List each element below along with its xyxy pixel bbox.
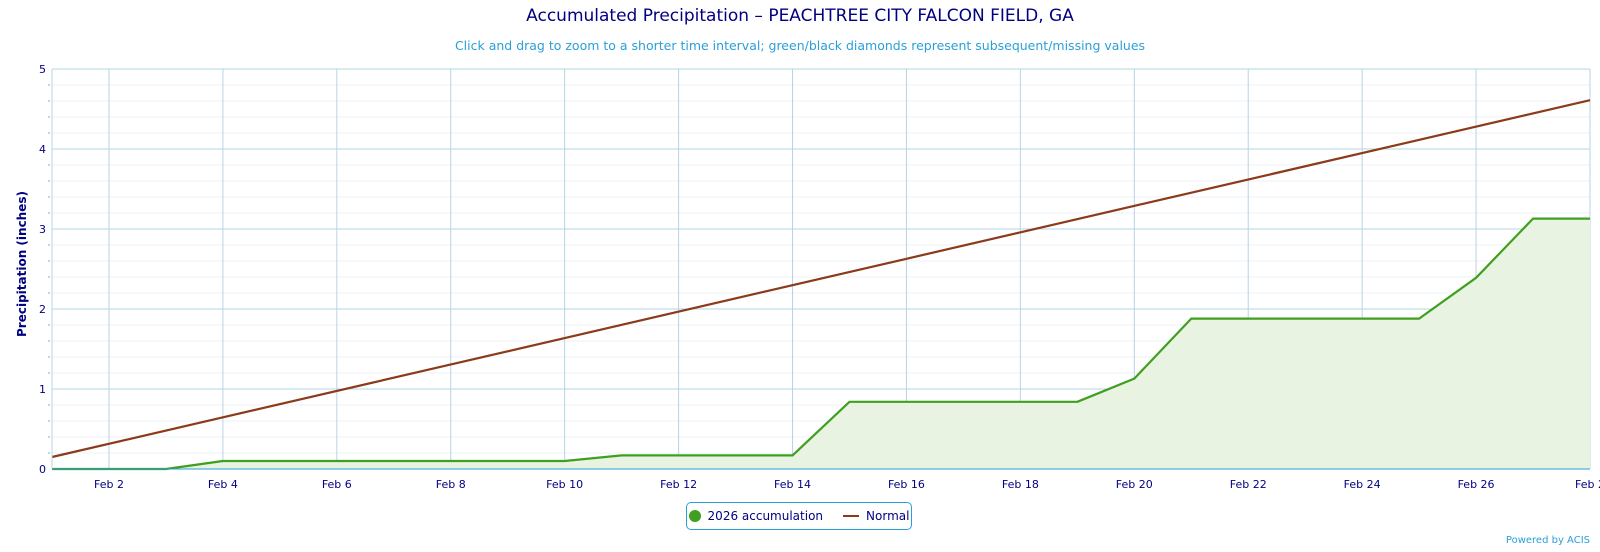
legend-marker-normal xyxy=(843,515,860,517)
legend-item-normal[interactable]: Normal xyxy=(843,509,909,523)
y-tick-label: 5 xyxy=(39,63,46,76)
x-tick-label: Feb 24 xyxy=(1344,478,1381,491)
chart-title: Accumulated Precipitation – PEACHTREE CI… xyxy=(526,6,1074,26)
series-layer xyxy=(51,99,1591,471)
x-tick-label: Feb 8 xyxy=(436,478,466,491)
y-tick-label: 1 xyxy=(39,383,46,396)
y-tick-label: 3 xyxy=(39,223,46,236)
y-tick-label: 2 xyxy=(39,303,46,316)
normal-line[interactable] xyxy=(51,99,1591,459)
legend-label-normal: Normal xyxy=(866,509,910,523)
y-tick-label: 4 xyxy=(39,143,46,156)
x-tick-label: Feb 12 xyxy=(660,478,697,491)
x-tick-label: Feb 6 xyxy=(322,478,352,491)
x-tick-label: Feb 4 xyxy=(208,478,238,491)
legend-marker-accumulation xyxy=(688,510,701,522)
accumulation-area xyxy=(52,218,1590,469)
x-tick-label: Feb 20 xyxy=(1116,478,1153,491)
powered-by-credit[interactable]: Powered by ACIS xyxy=(1505,535,1590,546)
chart-legend: 2026 accumulation Normal xyxy=(686,502,912,530)
axes: 0 1 2 3 4 5 Feb 2 Feb 4 Feb 6 Feb 8 Feb 10 Feb 12 Fe… xyxy=(39,63,1600,491)
y-tick-label: 0 xyxy=(39,463,46,476)
x-tick-label: Feb 2 xyxy=(1575,478,1600,491)
y-axis-title: Precipitation (inches) xyxy=(15,191,29,337)
accumulation-line[interactable] xyxy=(52,217,1590,471)
x-tick-label: Feb 14 xyxy=(774,478,811,491)
x-tick-label: Feb 18 xyxy=(1002,478,1039,491)
legend-item-accumulation[interactable]: 2026 accumulation xyxy=(688,509,824,523)
x-tick-label: Feb 2 xyxy=(94,478,124,491)
legend-label-accumulation: 2026 accumulation xyxy=(707,509,824,523)
chart-subtitle: Click and drag to zoom to a shorter time… xyxy=(454,38,1146,53)
x-tick-label: Feb 16 xyxy=(888,478,925,491)
x-tick-label: Feb 26 xyxy=(1458,478,1495,491)
x-tick-label: Feb 10 xyxy=(546,478,583,491)
x-tick-label: Feb 22 xyxy=(1230,478,1267,491)
